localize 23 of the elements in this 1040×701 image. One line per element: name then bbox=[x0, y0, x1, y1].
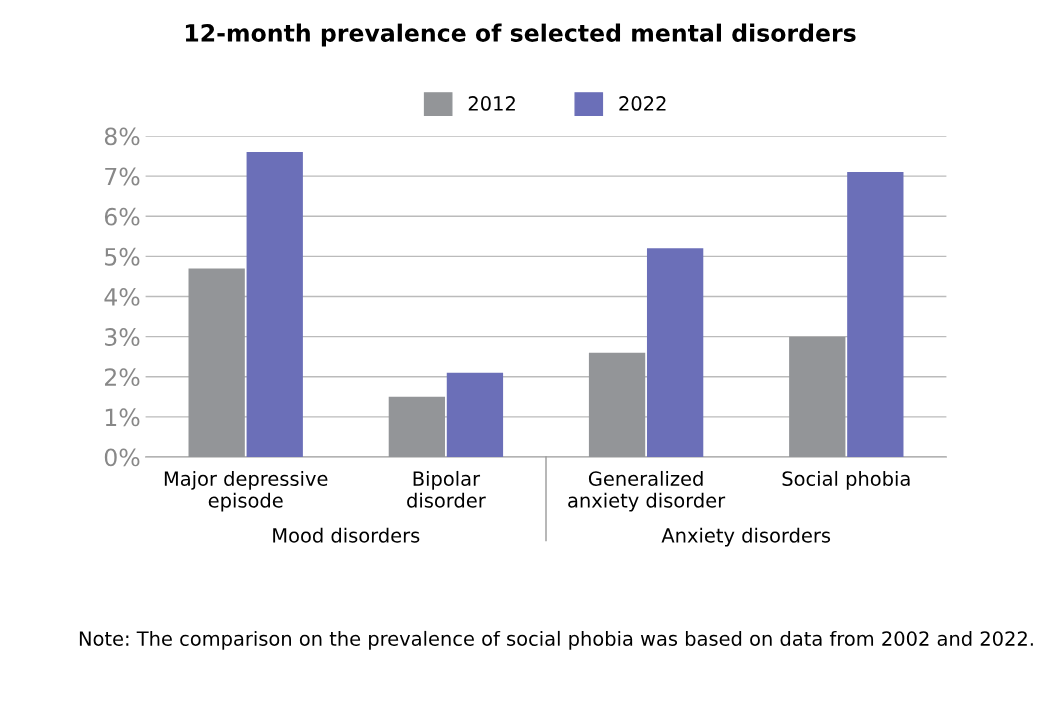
bar bbox=[246, 152, 303, 458]
x-tick-label: Social phobia bbox=[782, 470, 910, 490]
x-tick-label: Major depressive episode bbox=[164, 470, 328, 512]
y-tick-label: 6% bbox=[104, 207, 140, 226]
y-tick-label: 4% bbox=[104, 287, 140, 306]
x-tick-label: Bipolar disorder bbox=[407, 470, 486, 508]
text: Anxiety disorders bbox=[661, 527, 831, 547]
y-tick-label: 8% bbox=[104, 127, 140, 146]
chart-title: 12-month prevalence of selected mental disorders bbox=[185, 23, 856, 47]
text: Mood disorders bbox=[273, 527, 420, 543]
y-tick-label: 7% bbox=[105, 167, 140, 186]
y-tick-label: 1% bbox=[105, 408, 140, 427]
text: Note: The comparison on the prevalence of social phobia was based on data from 2002 and 2022. bbox=[79, 630, 1033, 650]
bar bbox=[446, 372, 504, 458]
y-tick-label: 0% bbox=[104, 448, 140, 467]
y-tick-label: 3% bbox=[105, 328, 140, 346]
y-tick-label: 2% bbox=[105, 368, 140, 387]
bar bbox=[847, 172, 904, 458]
legend-label: 2012 bbox=[468, 96, 515, 111]
legend-label: 2022 bbox=[619, 96, 666, 111]
bar bbox=[646, 248, 704, 458]
x-tick-label: Generalized anxiety disorder bbox=[568, 470, 726, 512]
y-tick-label: 5% bbox=[105, 247, 140, 266]
